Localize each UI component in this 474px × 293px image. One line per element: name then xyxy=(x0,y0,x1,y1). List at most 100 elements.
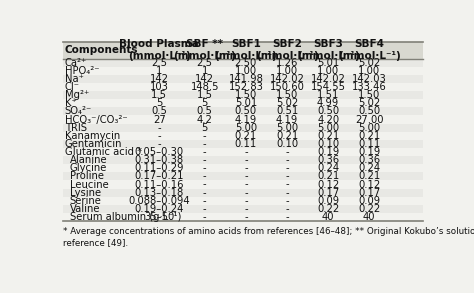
Text: -: - xyxy=(203,155,207,165)
Text: 0.51: 0.51 xyxy=(276,106,298,116)
Text: 1.00: 1.00 xyxy=(235,66,257,76)
Text: 5.02: 5.02 xyxy=(276,98,298,108)
Text: -: - xyxy=(244,155,248,165)
Text: 0.10: 0.10 xyxy=(317,139,339,149)
Text: 4.19: 4.19 xyxy=(235,115,257,125)
Text: 0.50: 0.50 xyxy=(358,106,380,116)
FancyBboxPatch shape xyxy=(63,172,423,180)
Text: 5.01: 5.01 xyxy=(317,58,339,68)
Text: 0.21: 0.21 xyxy=(235,131,257,141)
Text: 0.21: 0.21 xyxy=(276,131,298,141)
Text: 1.00: 1.00 xyxy=(276,66,298,76)
Text: 1.50: 1.50 xyxy=(235,90,257,100)
Text: -: - xyxy=(244,204,248,214)
FancyBboxPatch shape xyxy=(63,148,423,156)
Text: 0.05–0.30: 0.05–0.30 xyxy=(135,147,184,157)
Text: Proline: Proline xyxy=(70,171,103,181)
Text: -: - xyxy=(244,212,248,222)
Text: -: - xyxy=(203,171,207,181)
Text: 0.088–0.094: 0.088–0.094 xyxy=(128,196,190,206)
Text: 0.17: 0.17 xyxy=(358,188,381,198)
FancyBboxPatch shape xyxy=(63,197,423,205)
Text: 4.19: 4.19 xyxy=(276,115,298,125)
Text: -: - xyxy=(157,131,161,141)
Text: 0.21: 0.21 xyxy=(358,131,381,141)
Text: Alanine: Alanine xyxy=(70,155,107,165)
Text: Valine: Valine xyxy=(70,204,100,214)
Text: -: - xyxy=(285,155,289,165)
Text: 142: 142 xyxy=(195,74,214,84)
Text: 0.12: 0.12 xyxy=(317,180,339,190)
Text: 1.5: 1.5 xyxy=(151,90,167,100)
FancyBboxPatch shape xyxy=(63,156,423,164)
Text: 154.55: 154.55 xyxy=(310,82,346,92)
Text: -: - xyxy=(285,163,289,173)
Text: Leucine: Leucine xyxy=(70,180,108,190)
Text: 0.22: 0.22 xyxy=(317,204,339,214)
Text: 35–50: 35–50 xyxy=(144,212,174,222)
Text: 0.19–0.24: 0.19–0.24 xyxy=(135,204,184,214)
Text: -: - xyxy=(203,204,207,214)
Text: 0.09: 0.09 xyxy=(317,196,339,206)
Text: 5.02: 5.02 xyxy=(358,98,381,108)
Text: 1.5: 1.5 xyxy=(197,90,213,100)
Text: -: - xyxy=(285,204,289,214)
Text: 40: 40 xyxy=(322,212,334,222)
FancyBboxPatch shape xyxy=(63,205,423,213)
Text: 0.21: 0.21 xyxy=(317,131,339,141)
Text: 0.50: 0.50 xyxy=(317,106,339,116)
Text: -: - xyxy=(203,180,207,190)
Text: 0.09: 0.09 xyxy=(358,196,380,206)
Text: Ca²⁺: Ca²⁺ xyxy=(65,58,87,68)
Text: Na⁺: Na⁺ xyxy=(65,74,83,84)
Text: 0.22: 0.22 xyxy=(358,204,381,214)
Text: 1: 1 xyxy=(201,66,208,76)
Text: 0.5: 0.5 xyxy=(197,106,213,116)
Text: 0.19: 0.19 xyxy=(358,147,381,157)
Text: 0.11–0.29: 0.11–0.29 xyxy=(135,163,184,173)
Text: 1.50: 1.50 xyxy=(358,90,381,100)
Text: SBF4
(mmol·L⁻¹): SBF4 (mmol·L⁻¹) xyxy=(338,39,401,61)
Text: 0.19: 0.19 xyxy=(317,147,339,157)
Text: 4.20: 4.20 xyxy=(317,115,339,125)
Text: 0.17–0.21: 0.17–0.21 xyxy=(135,171,184,181)
Text: 5.00: 5.00 xyxy=(317,123,339,133)
Text: 0.50: 0.50 xyxy=(235,106,257,116)
Text: 0.12: 0.12 xyxy=(358,180,381,190)
FancyBboxPatch shape xyxy=(63,83,423,91)
Text: 152.83: 152.83 xyxy=(228,82,263,92)
Text: -: - xyxy=(157,123,161,133)
Text: 4.99: 4.99 xyxy=(317,98,339,108)
Text: SO₄²⁻: SO₄²⁻ xyxy=(65,106,92,116)
Text: Glycine: Glycine xyxy=(70,163,107,173)
Text: 27.00: 27.00 xyxy=(355,115,383,125)
Text: Kanamycin: Kanamycin xyxy=(65,131,120,141)
Text: Glutamic acid *: Glutamic acid * xyxy=(65,147,142,157)
Text: 40: 40 xyxy=(363,212,375,222)
Text: Gentamicin: Gentamicin xyxy=(65,139,122,149)
Text: -: - xyxy=(285,212,289,222)
Text: -: - xyxy=(244,147,248,157)
Text: -: - xyxy=(244,196,248,206)
Text: Serum albumin (g·L⁻¹): Serum albumin (g·L⁻¹) xyxy=(70,212,181,222)
Text: 142.03: 142.03 xyxy=(352,74,387,84)
Text: 5.01: 5.01 xyxy=(235,98,257,108)
Text: -: - xyxy=(285,171,289,181)
Text: 0.11–0.16: 0.11–0.16 xyxy=(135,180,184,190)
Text: 5: 5 xyxy=(201,98,208,108)
Text: 0.31–0.38: 0.31–0.38 xyxy=(135,155,184,165)
Text: 2.5: 2.5 xyxy=(151,58,167,68)
FancyBboxPatch shape xyxy=(63,213,423,221)
Text: 142.02: 142.02 xyxy=(270,74,304,84)
Text: HPO₄²⁻: HPO₄²⁻ xyxy=(65,66,99,76)
Text: 150.60: 150.60 xyxy=(270,82,304,92)
Text: 1.00: 1.00 xyxy=(358,66,380,76)
Text: SBF2
(mmol·L⁻¹): SBF2 (mmol·L⁻¹) xyxy=(255,39,319,61)
Text: 0.5: 0.5 xyxy=(151,106,167,116)
Text: -: - xyxy=(285,147,289,157)
Text: SBF **
(mmol·L⁻¹): SBF ** (mmol·L⁻¹) xyxy=(173,39,236,61)
FancyBboxPatch shape xyxy=(63,164,423,172)
FancyBboxPatch shape xyxy=(63,180,423,189)
Text: -: - xyxy=(285,180,289,190)
Text: TRIS: TRIS xyxy=(65,123,87,133)
